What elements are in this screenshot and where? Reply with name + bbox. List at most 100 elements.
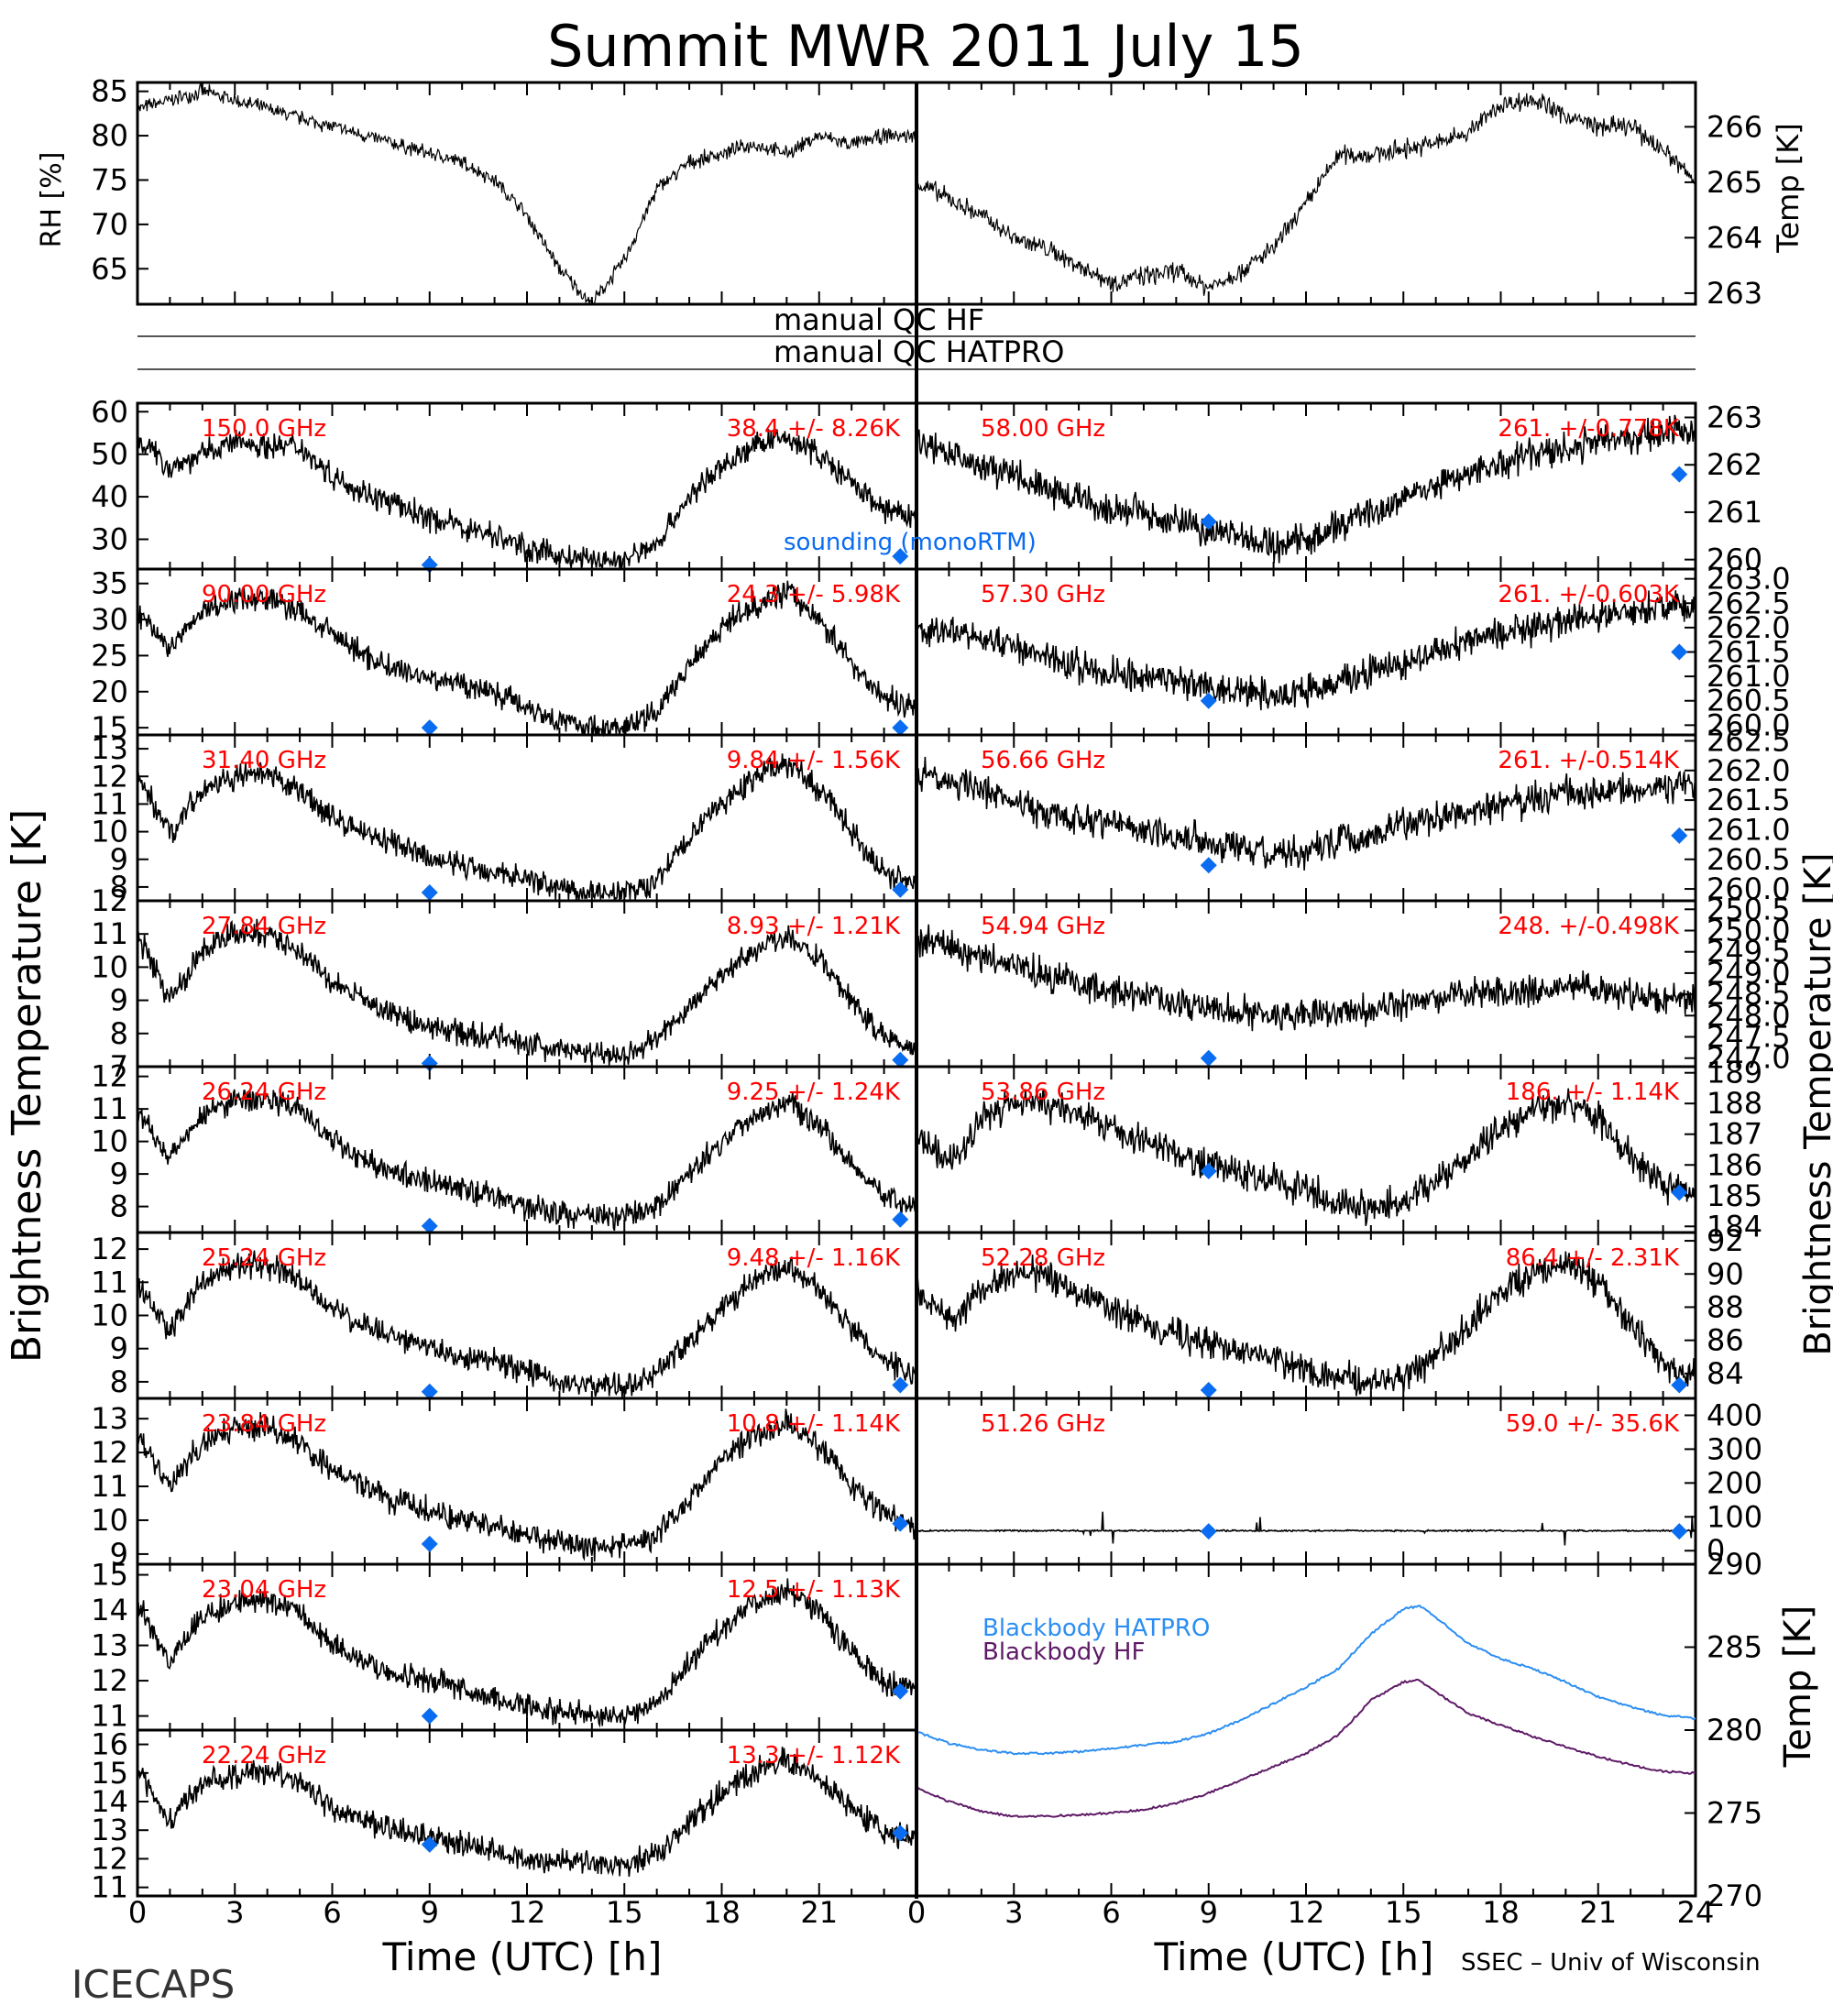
y-tick-label: 270 xyxy=(1707,1879,1762,1913)
series-trace-c5126 xyxy=(916,1511,1696,1546)
panel-frame xyxy=(136,81,918,306)
channel-frequency-label: 56.66 GHz xyxy=(981,747,1105,774)
channel-frequency-label: 23.04 GHz xyxy=(202,1576,326,1604)
channel-stat-label: 12.5 +/- 1.13K xyxy=(727,1576,901,1604)
y-tick-label: 11 xyxy=(91,1870,128,1905)
y-tick-label: 263.0 xyxy=(1707,562,1791,597)
y-tick-label: 12 xyxy=(91,1435,128,1470)
y-tick-label: 275 xyxy=(1707,1796,1762,1831)
x-tick-label: 3 xyxy=(1004,1895,1023,1930)
y-tick-label: 16 xyxy=(91,1727,128,1762)
rh-axis-title: RH [%] xyxy=(36,152,68,248)
channel-stat-label: 9.48 +/- 1.16K xyxy=(727,1244,901,1272)
x-axis-title-left: Time (UTC) [h] xyxy=(382,1934,663,1979)
x-tick-label: 3 xyxy=(225,1895,244,1930)
y-tick-label: 30 xyxy=(91,602,128,637)
y-tick-label: 90 xyxy=(1707,1256,1744,1291)
panel-blackbody: 270 275 280 285 290 xyxy=(915,1547,1762,1913)
y-tick-label: 13 xyxy=(91,731,128,766)
sounding-point xyxy=(1671,643,1688,661)
y-tick-label: 70 xyxy=(91,207,128,242)
legend-bb-hf: Blackbody HF xyxy=(982,1638,1145,1666)
y-tick-label: 260.0 xyxy=(1707,871,1791,906)
x-tick-label: 21 xyxy=(800,1895,838,1930)
sounding-point xyxy=(892,548,909,565)
x-tick-label: 18 xyxy=(1482,1895,1520,1930)
x-tick-label: 24 xyxy=(1677,1895,1715,1930)
y-tick-label: 9 xyxy=(110,1537,128,1572)
panel-rh: 65 70 75 80 85 xyxy=(91,74,918,306)
y-tick-label: 12 xyxy=(91,1059,128,1094)
series-trace-c5730 xyxy=(916,590,1696,711)
sounding-point xyxy=(1200,1162,1217,1179)
y-tick-label: 261.0 xyxy=(1707,812,1791,847)
qc-hf-label: manual QC HF xyxy=(774,302,984,337)
sounding-point xyxy=(892,1824,909,1842)
y-tick-label: 11 xyxy=(91,1699,128,1734)
channel-stat-label: 261. +/-0.778K xyxy=(1498,415,1680,443)
series-trace-c2784 xyxy=(137,918,917,1066)
series-trace-c2304 xyxy=(137,1578,917,1728)
channel-stat-label: 186. +/- 1.14K xyxy=(1506,1079,1680,1106)
y-tick-label: 260.0 xyxy=(1707,707,1791,742)
y-tick-label: 262.0 xyxy=(1707,610,1791,645)
series-line-1 xyxy=(916,1679,1696,1819)
legend-sounding: sounding (monoRTM) xyxy=(784,529,1037,556)
sounding-point xyxy=(1671,1523,1688,1540)
y-tick-label: 88 xyxy=(1707,1289,1744,1324)
footer-left-label: ICECAPS xyxy=(71,1962,235,2007)
panel-temp: 263 264 265 266 xyxy=(915,81,1762,311)
x-tick-label: 9 xyxy=(1200,1895,1218,1930)
y-tick-label: 261.0 xyxy=(1707,659,1791,694)
y-tick-label: 189 xyxy=(1707,1056,1762,1090)
series-trace-c5228 xyxy=(916,1251,1696,1397)
bt-left-axis-title: Brightness Temperature [K] xyxy=(4,809,50,1363)
channel-frequency-label: 52.28 GHz xyxy=(981,1244,1105,1272)
legend-bb-hatpro: Blackbody HATPRO xyxy=(982,1615,1210,1642)
x-tick-label: 12 xyxy=(509,1895,546,1930)
sounding-point xyxy=(1200,1381,1217,1398)
y-tick-label: 10 xyxy=(91,815,128,849)
y-tick-label: 261 xyxy=(1707,495,1762,530)
y-tick-label: 12 xyxy=(91,1663,128,1698)
channel-frequency-label: 150.0 GHz xyxy=(202,415,326,443)
channel-stat-label: 9.25 +/- 1.24K xyxy=(727,1079,901,1106)
y-tick-label: 263 xyxy=(1707,276,1762,311)
y-tick-label: 300 xyxy=(1707,1431,1762,1466)
y-tick-label: 200 xyxy=(1707,1465,1762,1500)
y-tick-label: 11 xyxy=(91,1265,128,1299)
y-tick-label: 400 xyxy=(1707,1397,1762,1432)
sounding-point xyxy=(1671,827,1688,844)
y-tick-label: 30 xyxy=(91,522,128,557)
y-tick-label: 247.5 xyxy=(1707,1020,1791,1055)
sounding-point xyxy=(1200,513,1217,531)
x-tick-labels: 0 3 6 9 12 15 18 21 0 3 6 9 12 15 18 21 24 xyxy=(128,1895,1715,1930)
sounding-point xyxy=(892,1051,909,1068)
sounding-point xyxy=(892,1376,909,1394)
y-tick-label: 247.0 xyxy=(1707,1041,1791,1076)
channel-stat-label: 24.3 +/- 5.98K xyxy=(727,581,901,608)
channel-stat-label: 248. +/-0.498K xyxy=(1498,913,1680,940)
y-tick-label: 263 xyxy=(1707,400,1762,435)
channel-stat-label: 10.8 +/- 1.14K xyxy=(727,1410,901,1438)
temp-top-axis-title: Temp [K] xyxy=(1771,123,1806,253)
x-tick-label: 21 xyxy=(1579,1895,1617,1930)
y-tick-label: 35 xyxy=(91,566,128,601)
y-tick-label: 92 xyxy=(1707,1223,1744,1258)
y-tick-label: 13 xyxy=(91,1401,128,1436)
y-tick-label: 261.5 xyxy=(1707,783,1791,817)
x-tick-label: 9 xyxy=(421,1895,439,1930)
series-trace-c90 xyxy=(137,580,917,738)
y-tick-label: 40 xyxy=(91,479,128,514)
series-trace-c5800 xyxy=(916,414,1696,564)
sounding-point xyxy=(1671,1184,1688,1201)
y-tick-label: 10 xyxy=(91,949,128,984)
y-tick-label: 10 xyxy=(91,1298,128,1333)
y-tick-label: 187 xyxy=(1707,1117,1762,1152)
sounding-point xyxy=(421,1835,438,1853)
